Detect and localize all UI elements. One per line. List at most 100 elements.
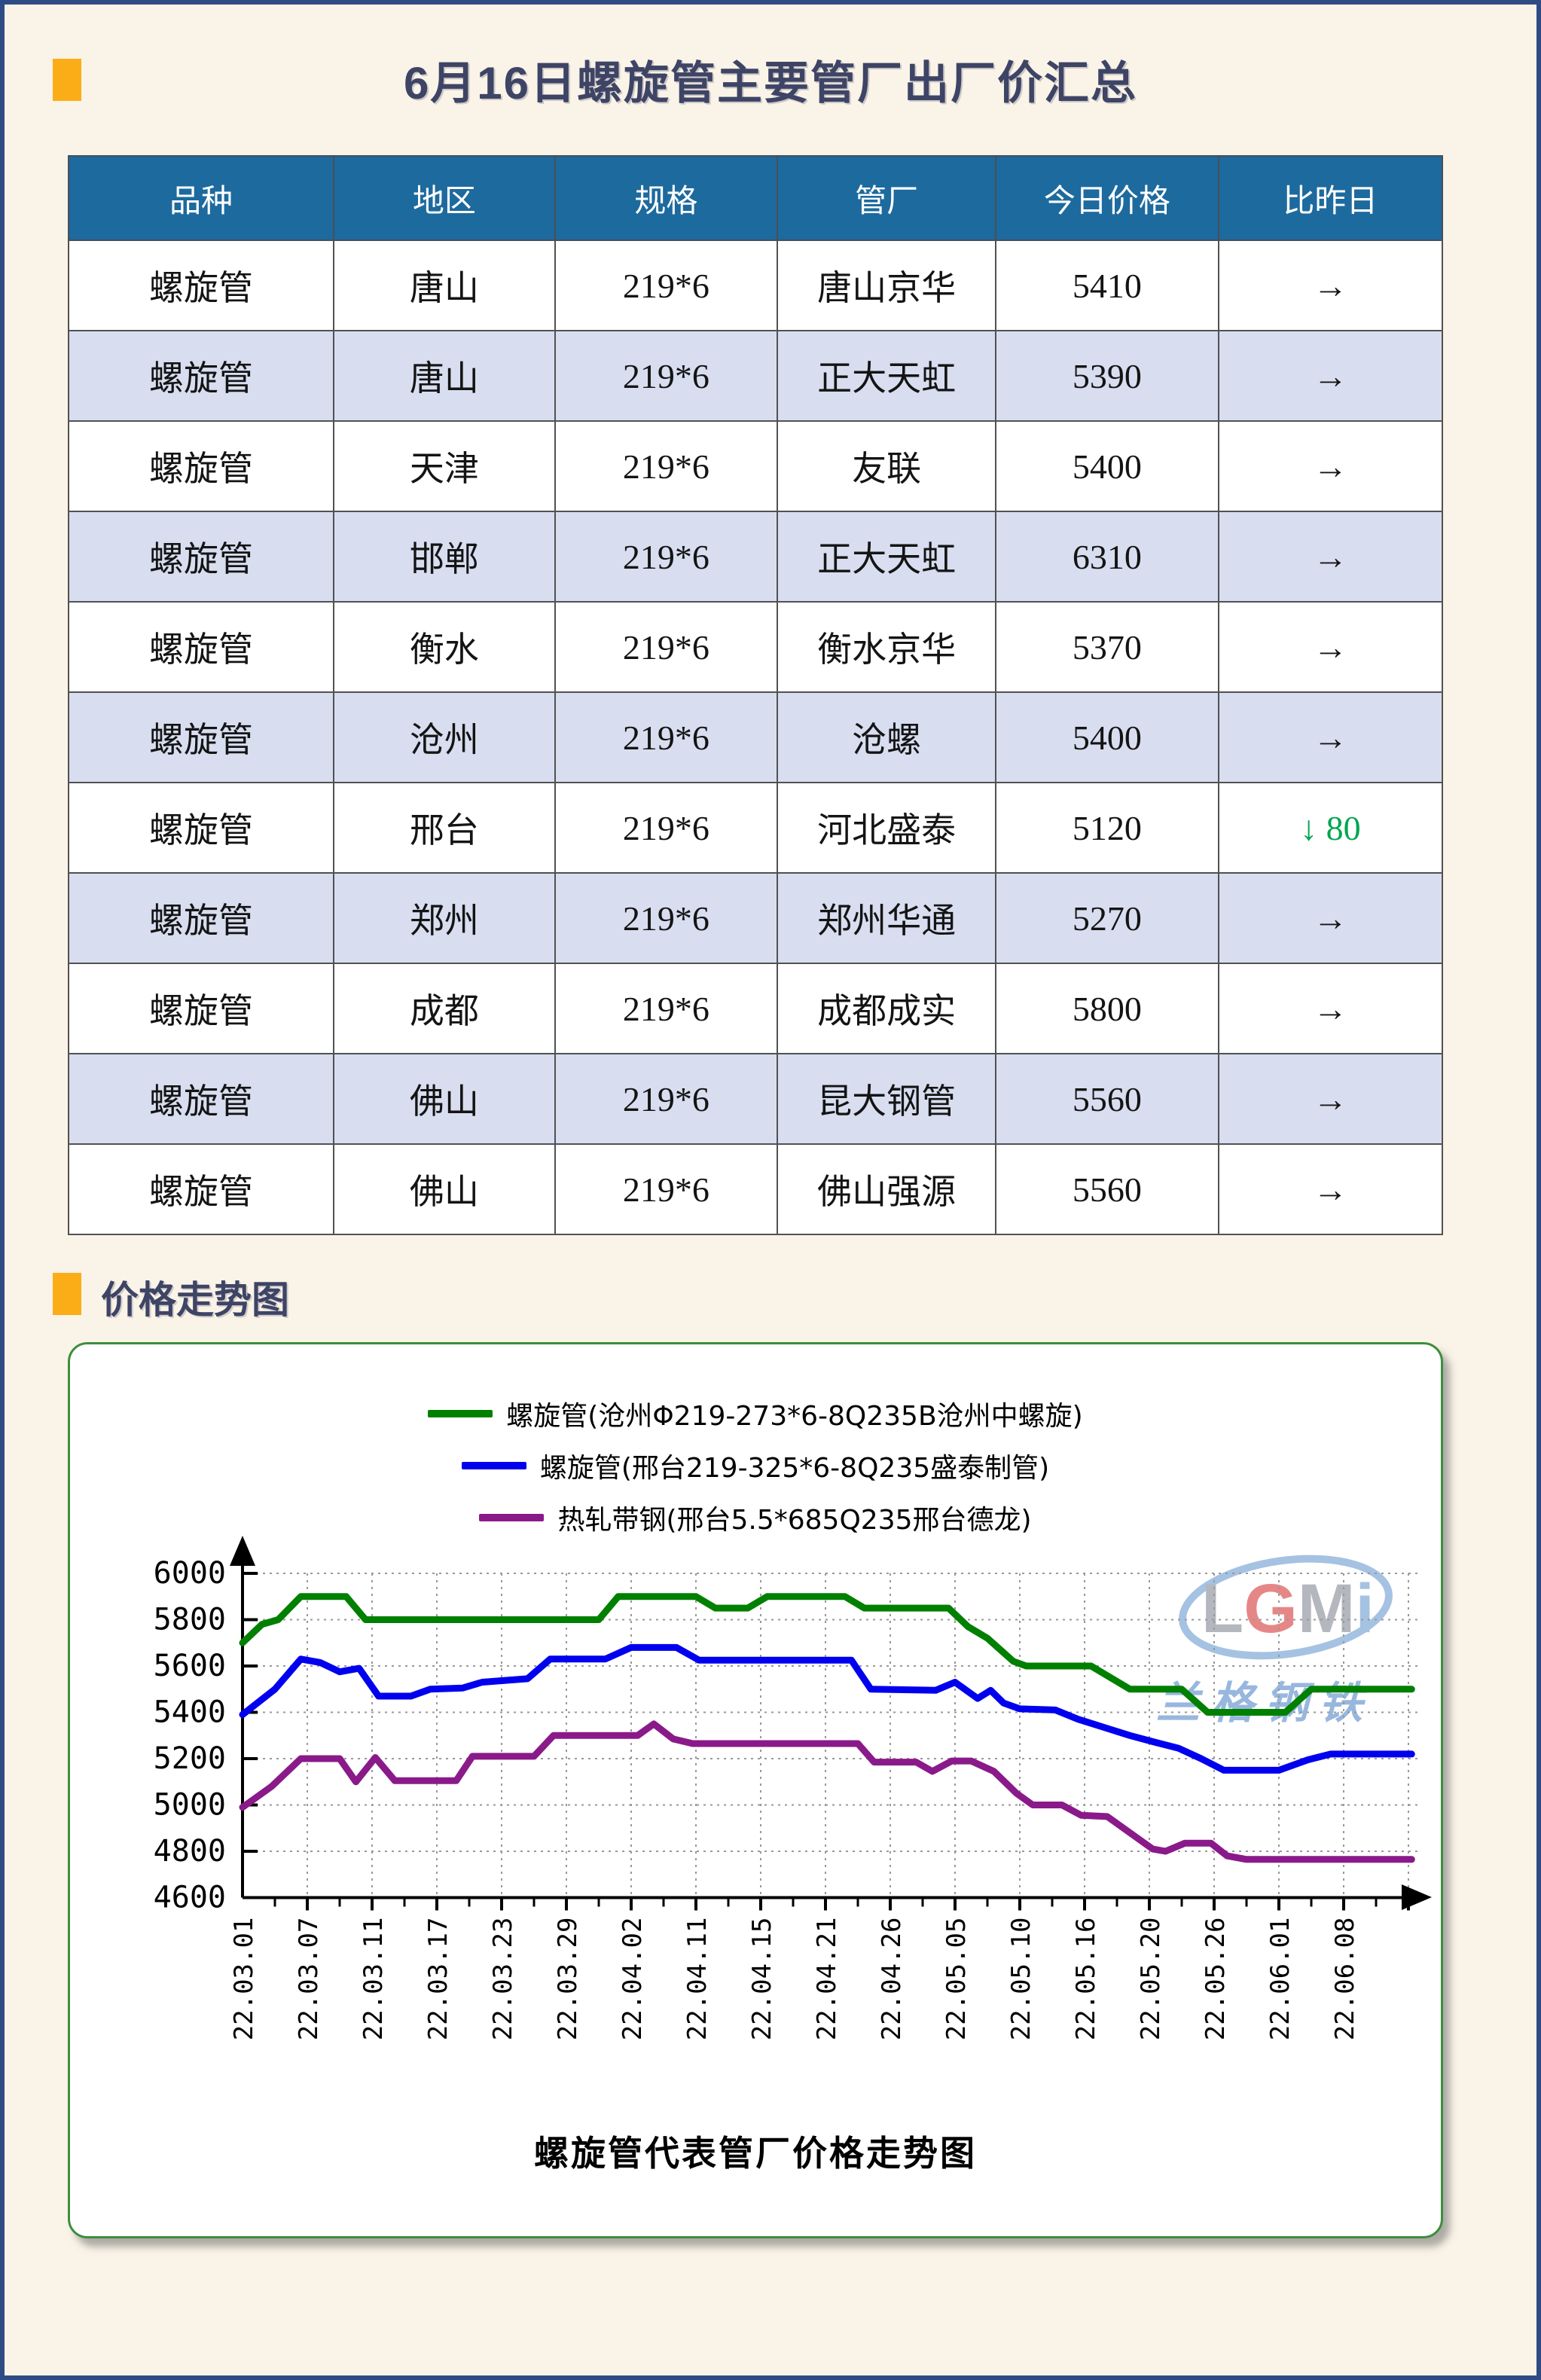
cell-region: 天津 [333, 420, 556, 512]
cell-region: 唐山 [333, 330, 556, 422]
cell-spec: 219*6 [554, 511, 779, 603]
price-table-body: 螺旋管 唐山 219*6 唐山京华 5410 → 螺旋管 唐山 219*6 正大天虹 5390 → 螺旋… [67, 240, 1444, 1235]
table-row: 螺旋管 唐山 219*6 正大天虹 5390 → [67, 330, 1444, 422]
price-flat-arrow-icon: → [1313, 627, 1348, 667]
legend-item: 螺旋管(沧州Φ219-273*6-8Q235B沧州中螺旋) [428, 1394, 1083, 1433]
cell-variety: 螺旋管 [67, 1143, 335, 1235]
cell-price: 5560 [995, 1143, 1219, 1235]
cell-region: 郑州 [333, 872, 556, 964]
column-header: 管厂 [777, 155, 997, 241]
table-row: 螺旋管 郑州 219*6 郑州华通 5270 → [67, 872, 1444, 964]
cell-region: 邢台 [333, 782, 556, 874]
cell-price: 5560 [995, 1053, 1219, 1145]
cell-change: → [1217, 240, 1444, 331]
column-header: 品种 [67, 155, 335, 241]
cell-change: → [1217, 872, 1444, 964]
cell-spec: 219*6 [554, 1053, 779, 1145]
cell-price: 5400 [995, 691, 1219, 783]
cell-price: 5270 [995, 872, 1219, 964]
y-tick-label: 5600 [154, 1649, 226, 1683]
cell-variety: 螺旋管 [67, 691, 335, 783]
cell-variety: 螺旋管 [67, 782, 335, 874]
y-tick-label: 5400 [154, 1695, 226, 1730]
x-tick-label: 22.03.17 [423, 1918, 453, 2041]
cell-spec: 219*6 [554, 872, 779, 964]
watermark-logo-text: LGMi [1201, 1570, 1375, 1647]
x-tick-label: 22.04.21 [812, 1918, 842, 2041]
cell-factory: 沧螺 [777, 691, 997, 783]
legend-line-swatch [461, 1462, 526, 1469]
cell-spec: 219*6 [554, 963, 779, 1054]
cell-factory: 友联 [777, 420, 997, 512]
cell-change: → [1217, 1053, 1444, 1145]
price-flat-arrow-icon: → [1313, 1170, 1348, 1209]
x-tick-label: 22.05.05 [941, 1918, 972, 2041]
table-row: 螺旋管 唐山 219*6 唐山京华 5410 → [67, 240, 1444, 331]
price-table: 品种 地区 规格 管厂 今日价格 比昨日 螺旋管 唐山 219*6 唐山京华 5410 → 螺旋管 唐山… [67, 155, 1444, 1235]
column-header: 地区 [333, 155, 556, 241]
cell-region: 沧州 [333, 691, 556, 783]
column-header: 比昨日 [1217, 155, 1444, 241]
x-axis-arrow-icon [1402, 1884, 1432, 1910]
cell-change: → [1217, 511, 1444, 603]
cell-variety: 螺旋管 [67, 1053, 335, 1145]
cell-spec: 219*6 [554, 1143, 779, 1235]
table-row: 螺旋管 天津 219*6 友联 5400 → [67, 420, 1444, 512]
y-tick-label: 4800 [154, 1834, 226, 1869]
cell-change: → [1217, 330, 1444, 422]
legend-item: 螺旋管(邢台219-325*6-8Q235盛泰制管) [461, 1446, 1050, 1485]
x-tick-label: 22.06.08 [1330, 1918, 1360, 2041]
cell-region: 唐山 [333, 240, 556, 331]
x-tick-label: 22.05.20 [1136, 1918, 1166, 2041]
x-tick-label: 22.05.10 [1006, 1918, 1036, 2041]
cell-price: 5390 [995, 330, 1219, 422]
cell-region: 邯郸 [333, 511, 556, 603]
price-flat-arrow-icon: → [1313, 266, 1348, 305]
cell-factory: 成都成实 [777, 963, 997, 1054]
cell-variety: 螺旋管 [67, 601, 335, 693]
x-tick-label: 22.04.02 [618, 1918, 648, 2041]
price-flat-arrow-icon: → [1313, 718, 1348, 757]
x-tick-label: 22.03.07 [294, 1918, 324, 2041]
series-line-2 [239, 1720, 1415, 1863]
cell-price: 5400 [995, 420, 1219, 512]
cell-region: 衡水 [333, 601, 556, 693]
cell-factory: 郑州华通 [777, 872, 997, 964]
cell-change: → [1217, 601, 1444, 693]
x-tick-label: 22.04.15 [747, 1918, 777, 2041]
y-tick-label: 5800 [154, 1603, 226, 1637]
cell-factory: 昆大钢管 [777, 1053, 997, 1145]
legend-label: 螺旋管(邢台219-325*6-8Q235盛泰制管) [539, 1453, 1050, 1484]
table-row: 螺旋管 衡水 219*6 衡水京华 5370 → [67, 601, 1444, 693]
cell-variety: 螺旋管 [67, 511, 335, 603]
cell-price: 5120 [995, 782, 1219, 874]
cell-variety: 螺旋管 [67, 240, 335, 331]
price-flat-arrow-icon: → [1313, 447, 1348, 486]
y-tick-label: 5200 [154, 1741, 226, 1776]
price-flat-arrow-icon: → [1313, 989, 1348, 1028]
x-tick-label: 22.03.11 [359, 1918, 389, 2041]
x-tick-label: 22.04.26 [877, 1918, 907, 2041]
cell-variety: 螺旋管 [67, 872, 335, 964]
price-flat-arrow-icon: → [1313, 356, 1348, 395]
table-row: 螺旋管 邯郸 219*6 正大天虹 6310 → [67, 511, 1444, 603]
cell-change: → [1217, 691, 1444, 783]
cell-change: → [1217, 420, 1444, 512]
chart-legend: 螺旋管(沧州Φ219-273*6-8Q235B沧州中螺旋) 螺旋管(邢台219-3… [70, 1394, 1441, 1537]
cell-region: 佛山 [333, 1053, 556, 1145]
x-tick-label: 22.05.26 [1201, 1918, 1231, 2041]
cell-factory: 衡水京华 [777, 601, 997, 693]
column-header: 今日价格 [995, 155, 1219, 241]
cell-factory: 唐山京华 [777, 240, 997, 331]
cell-factory: 佛山强源 [777, 1143, 997, 1235]
watermark-ellipse-icon [1179, 1555, 1393, 1660]
cell-change: ↓ 80 [1217, 782, 1444, 874]
section-title: 价格走势图 [101, 1279, 289, 1321]
cell-factory: 正大天虹 [777, 330, 997, 422]
cell-spec: 219*6 [554, 601, 779, 693]
table-row: 螺旋管 佛山 219*6 佛山强源 5560 → [67, 1143, 1444, 1235]
legend-line-swatch [428, 1410, 493, 1417]
table-header-row: 品种 地区 规格 管厂 今日价格 比昨日 [67, 155, 1444, 241]
